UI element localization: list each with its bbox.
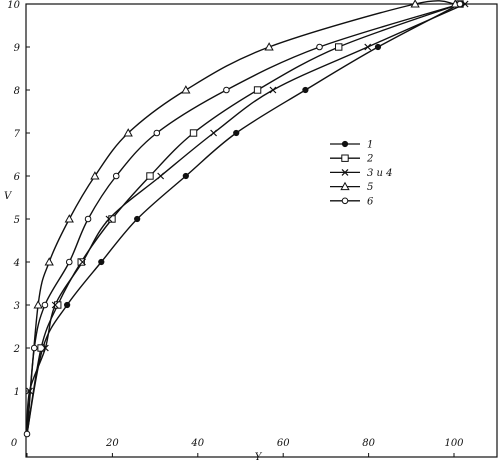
series-5-point [30,344,38,352]
series-4-point [64,214,74,223]
series-4-point [264,42,274,51]
y-tick-label-4: 4 [13,258,20,269]
series-3-point [26,387,33,395]
tick-marks [26,3,455,457]
x-tick-label-100: 100 [444,438,464,449]
series-4-point [90,171,100,180]
legend-label-2: 2 [366,154,373,165]
series-5-point [153,129,161,137]
legend-label-3: 3 и 4 [367,168,393,179]
series-2-point [37,344,45,352]
series-3-point [157,172,165,180]
series-2-point [77,258,85,266]
series-2-line [26,3,461,435]
legend-label-4: 5 [367,182,373,193]
series-markers [23,0,469,438]
series-3-line [26,3,466,435]
series-5-point [65,258,73,266]
legend-label-5: 6 [367,196,374,207]
y-tick-label-10: 10 [7,0,20,11]
series-4-point [33,300,43,309]
series-3-point [461,0,469,8]
series-3-point [51,301,59,309]
series-5-point [112,172,120,180]
series-curves [26,0,466,435]
series-1-point [182,172,189,180]
legend-marker-2 [341,154,349,162]
series-1-point [134,215,141,223]
series-5-point [456,0,464,8]
series-4-point [123,128,133,137]
legend-marker-5 [341,197,349,205]
y-tick-label-3: 3 [14,301,20,312]
series-1-point [233,129,240,137]
y-tick-label-5: 5 [14,215,20,226]
x-tick-label-80: 80 [362,438,375,449]
x-tick-label-60: 60 [277,438,290,449]
series-2-point [146,172,154,180]
y-tick-label-9: 9 [14,43,21,54]
series-1-point [98,258,105,266]
legend-marker-4 [340,181,350,191]
legend-label-1: 1 [367,140,373,151]
series-3-point [210,129,218,137]
series-4-point [410,0,420,8]
legend-marker-3 [341,168,349,176]
series-5-point [223,86,230,94]
series-2-point [253,86,262,94]
series-1-line [26,3,461,435]
y-tick-label-6: 6 [14,172,21,183]
x-tick-label-20: 20 [105,438,119,449]
x-tick-label-40: 40 [190,438,204,449]
tick-labels: 0 20 40 60 80 100 1 2 3 4 5 6 7 8 9 10 [7,0,464,449]
plot-frame [25,3,498,458]
series-5-point [41,301,49,309]
series-2-point [189,129,198,137]
legend: 1 2 3 и 4 5 6 [330,140,393,207]
series-4-line [26,0,456,435]
legend-marker-1 [341,140,349,148]
series-4-point [44,257,54,266]
y-tick-label-1: 1 [14,387,20,398]
y-tick-label-2: 2 [13,344,20,355]
series-5-line [26,3,461,435]
x-tick-label-0: 0 [11,438,18,449]
y-axis-label: V [4,191,13,202]
series-1-point [64,301,71,309]
y-tick-label-8: 8 [14,86,20,97]
series-3-point [364,43,372,51]
series-1-point [374,43,382,51]
series-3-point [269,86,277,94]
series-3-point [41,344,49,352]
series-3-point [105,215,113,223]
series-5-point [316,43,323,51]
y-tick-label-7: 7 [14,129,21,140]
x-axis-label: Y [255,452,263,463]
series-5-point [84,215,92,223]
series-4-point [181,85,191,94]
series-1-point [302,86,309,94]
series-2-point [335,43,343,51]
origin-point [23,430,31,438]
series-3-point [79,258,86,266]
